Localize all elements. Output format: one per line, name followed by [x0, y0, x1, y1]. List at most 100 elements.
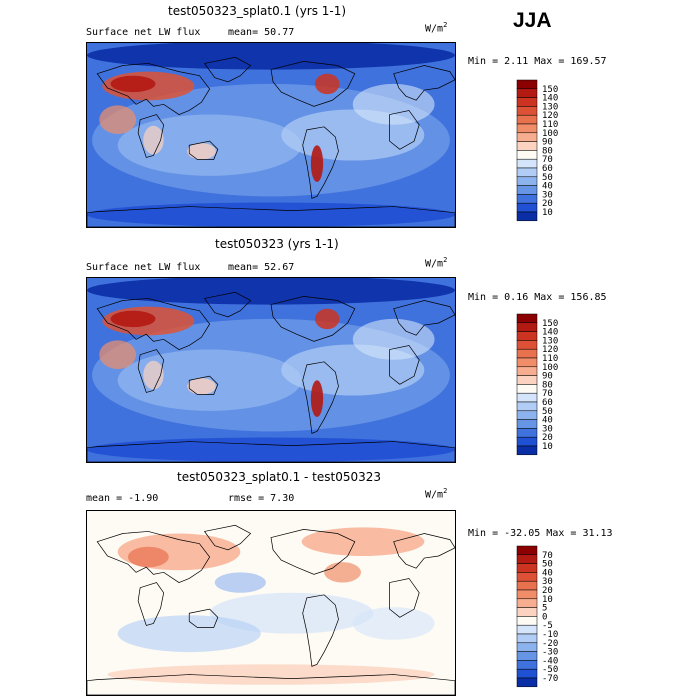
colorbar-swatch — [516, 554, 538, 564]
colorbar-tick-label: 30 — [542, 424, 553, 434]
colorbar-swatch — [516, 616, 538, 626]
colorbar-tick-label: 80 — [542, 146, 553, 156]
colorbar-tick-label: 90 — [542, 372, 553, 382]
colorbar-tick-label: 20 — [542, 199, 553, 209]
panel-3-mean: mean = -1.90 — [86, 493, 159, 504]
panel-1-minmax: Min = 2.11 Max = 169.57 — [468, 56, 607, 67]
colorbar-tick-label: -20 — [542, 639, 558, 649]
colorbar-swatch — [516, 357, 538, 368]
colorbar-tick-label: 80 — [542, 380, 553, 390]
colorbar-tick-label: 140 — [542, 94, 558, 104]
panel-3-minmax: Min = -32.05 Max = 31.13 — [468, 528, 613, 539]
panel-3-map — [86, 510, 456, 696]
colorbar-tick-label: 50 — [542, 173, 553, 183]
colorbar-tick-label: 70 — [542, 551, 553, 561]
colorbar-swatch — [516, 651, 538, 661]
colorbar-tick-label: 150 — [542, 319, 558, 329]
colorbar-tick-label: 110 — [542, 354, 558, 364]
colorbar-tick-label: 70 — [542, 389, 553, 399]
panel-2-units: W/m2 — [425, 256, 448, 270]
panel-2-title: test050323 (yrs 1-1) — [215, 237, 339, 251]
panel-3-title: test050323_splat0.1 - test050323 — [177, 470, 382, 484]
colorbar-swatch — [516, 572, 538, 582]
colorbar-swatch — [516, 401, 538, 412]
colorbar-swatch — [516, 79, 538, 90]
colorbar-tick-label: 60 — [542, 164, 553, 174]
colorbar-swatch — [516, 545, 538, 556]
colorbar-swatch — [516, 668, 538, 679]
colorbar-tick-label: 140 — [542, 328, 558, 338]
colorbar-swatch — [516, 436, 538, 447]
colorbar-swatch — [516, 194, 538, 204]
colorbar-swatch — [516, 445, 538, 456]
colorbar-swatch — [516, 598, 538, 608]
colorbar-swatch — [516, 211, 538, 222]
colorbar-tick-label: 100 — [542, 129, 558, 139]
panel-3-colorbar: 70 50 40 30 20 10 5 0 -5 -10 -20 -30 -40 -50 -70 — [516, 545, 577, 688]
colorbar-tick-label: 60 — [542, 398, 553, 408]
colorbar-swatch — [516, 185, 538, 195]
colorbar-tick-label: 110 — [542, 120, 558, 130]
colorbar-tick-label: 120 — [542, 111, 558, 121]
colorbar-tick-label: -30 — [542, 648, 558, 658]
panel-2-colorbar: 150 140 130 120 110 100 90 80 70 60 50 40 30 20 10 — [516, 313, 577, 456]
colorbar-tick-label: -5 — [542, 621, 553, 631]
colorbar-tick-label: 50 — [542, 560, 553, 570]
colorbar-swatch — [516, 123, 538, 134]
colorbar-tick-label: 130 — [542, 336, 558, 346]
colorbar-swatch — [516, 589, 538, 600]
panel-1-units: W/m2 — [425, 21, 448, 35]
panel-3-rmse: rmse = 7.30 — [228, 493, 295, 504]
colorbar-tick-label: 50 — [542, 407, 553, 417]
colorbar-swatch — [516, 88, 538, 98]
colorbar-swatch — [516, 384, 538, 394]
colorbar-swatch — [516, 106, 538, 116]
colorbar-swatch — [516, 348, 538, 359]
colorbar-swatch — [516, 580, 538, 591]
colorbar-swatch — [516, 158, 538, 169]
colorbar-tick-label: -10 — [542, 630, 558, 640]
colorbar-swatch — [516, 331, 538, 341]
colorbar-swatch — [516, 563, 538, 573]
colorbar-tick-label: -70 — [542, 674, 558, 684]
colorbar-swatch — [516, 167, 538, 178]
colorbar-swatch — [516, 202, 538, 213]
colorbar-tick-label: 40 — [542, 568, 553, 578]
colorbar-tick-label: 10 — [542, 442, 553, 452]
panel-2-minmax: Min = 0.16 Max = 156.85 — [468, 292, 607, 303]
colorbar-tick-label: 0 — [542, 612, 547, 622]
colorbar-swatch — [516, 410, 538, 420]
season-label: JJA — [513, 9, 552, 32]
colorbar-tick-label: 120 — [542, 345, 558, 355]
panel-2-mean: mean= 52.67 — [228, 262, 295, 273]
colorbar-tick-label: 5 — [542, 604, 547, 614]
colorbar-tick-label: 90 — [542, 138, 553, 148]
colorbar-swatch — [516, 660, 538, 670]
colorbar-swatch — [516, 633, 538, 644]
colorbar-swatch — [516, 428, 538, 438]
colorbar-swatch — [516, 375, 538, 385]
panel-3-units: W/m2 — [425, 487, 448, 501]
colorbar-tick-label: 20 — [542, 433, 553, 443]
colorbar-swatch — [516, 607, 538, 617]
colorbar-swatch — [516, 677, 538, 688]
panel-1-colorbar: 150 140 130 120 110 100 90 80 70 60 50 40 30 20 10 — [516, 79, 577, 222]
colorbar-swatch — [516, 624, 538, 635]
colorbar-tick-label: 40 — [542, 416, 553, 426]
colorbar-swatch — [516, 114, 538, 125]
panel-2-variable-label: Surface net LW flux — [86, 262, 201, 273]
colorbar-tick-label: 20 — [542, 586, 553, 596]
colorbar-tick-label: 70 — [542, 155, 553, 165]
panel-1-mean: mean= 50.77 — [228, 27, 295, 38]
colorbar-swatch — [516, 419, 538, 429]
colorbar-tick-label: 30 — [542, 577, 553, 587]
colorbar-swatch — [516, 141, 538, 151]
colorbar-swatch — [516, 132, 538, 142]
colorbar-tick-label: 30 — [542, 190, 553, 200]
colorbar-swatch — [516, 366, 538, 376]
colorbar-swatch — [516, 150, 538, 160]
colorbar-swatch — [516, 313, 538, 324]
colorbar-swatch — [516, 340, 538, 350]
panel-2-map — [86, 277, 456, 463]
colorbar-tick-label: 130 — [542, 102, 558, 112]
